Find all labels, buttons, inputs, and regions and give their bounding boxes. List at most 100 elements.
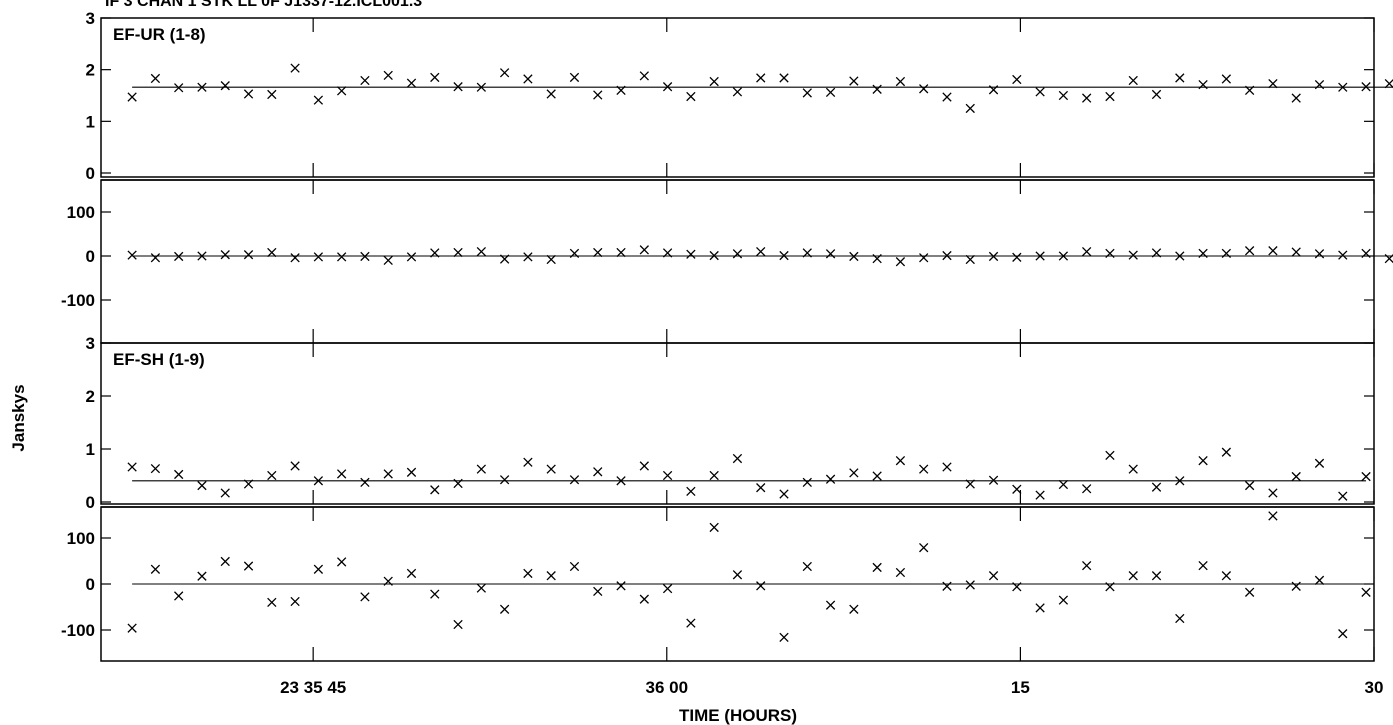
amplitude-point xyxy=(942,462,952,472)
amplitude-point xyxy=(523,457,533,467)
amplitude-point xyxy=(1244,480,1255,491)
amplitude-point xyxy=(1384,78,1393,89)
phase-point xyxy=(686,618,696,628)
phase-point xyxy=(1105,582,1115,592)
amplitude-point xyxy=(942,92,952,102)
amplitude-point xyxy=(709,76,719,87)
amplitude-point xyxy=(336,86,347,96)
phase-point xyxy=(1151,248,1162,258)
y-axis-label: Janskys xyxy=(9,384,28,451)
y-tick-label: -100 xyxy=(61,291,95,310)
amplitude-point xyxy=(220,488,230,498)
phase-point xyxy=(313,564,324,574)
phase-point xyxy=(1221,248,1232,259)
amplitude-point xyxy=(406,467,417,477)
phase-point xyxy=(965,254,975,265)
phase-point xyxy=(267,597,277,608)
amplitude-point xyxy=(383,70,393,81)
amplitude-point xyxy=(919,464,929,474)
amplitude-point xyxy=(220,81,230,91)
amplitude-point xyxy=(616,85,626,95)
phase-point xyxy=(779,250,789,261)
amplitude-point xyxy=(988,475,999,485)
y-tick-label: 100 xyxy=(67,529,95,548)
phase-point xyxy=(523,252,533,262)
amplitude-point xyxy=(150,463,161,474)
amplitude-point xyxy=(430,485,440,495)
phase-point xyxy=(523,568,533,579)
phase-point xyxy=(1244,587,1255,597)
y-tick-label: 0 xyxy=(86,575,95,594)
phase-point xyxy=(1151,571,1162,581)
amplitude-point xyxy=(872,84,882,94)
amplitude-point xyxy=(686,486,696,497)
phase-point xyxy=(616,247,626,258)
phase-point xyxy=(942,250,952,261)
amplitude-point xyxy=(197,480,207,491)
amplitude-point xyxy=(406,78,417,88)
amplitude-point xyxy=(1105,91,1115,102)
phase-point xyxy=(1361,248,1371,259)
amplitude-point xyxy=(1338,82,1348,92)
amplitude-point xyxy=(895,76,906,87)
phase-point xyxy=(453,619,463,630)
amplitude-point xyxy=(616,476,626,486)
phase-point xyxy=(872,253,882,264)
phase-point xyxy=(802,561,812,572)
amplitude-point xyxy=(593,90,603,100)
phase-point xyxy=(430,589,440,599)
phase-point xyxy=(1175,613,1185,624)
amplitude-point xyxy=(756,73,766,83)
y-tick-label: 1 xyxy=(86,112,95,131)
x-tick-label: 36 00 xyxy=(646,678,689,697)
amplitude-point xyxy=(1058,90,1069,101)
phase-point xyxy=(499,604,510,614)
amplitude-point xyxy=(1361,82,1371,92)
phase-point xyxy=(174,251,184,262)
amplitude-point xyxy=(197,82,207,92)
amplitude-point xyxy=(360,75,370,86)
phase-point xyxy=(174,591,184,601)
phase-point xyxy=(546,571,556,581)
amplitude-point xyxy=(895,456,906,466)
amplitude-point xyxy=(1291,471,1301,482)
y-tick-label: 0 xyxy=(86,493,95,512)
phase-point xyxy=(1338,250,1348,260)
amplitude-point xyxy=(290,63,300,73)
phase-point xyxy=(476,246,487,257)
amplitude-point xyxy=(1151,482,1162,492)
amplitude-point xyxy=(430,72,440,83)
phase-point xyxy=(709,522,719,533)
phase-point xyxy=(1105,248,1115,259)
amplitude-point xyxy=(1151,89,1162,100)
amplitude-point xyxy=(639,461,649,471)
amplitude-point xyxy=(802,477,812,488)
phase-point xyxy=(756,581,766,591)
phase-point xyxy=(127,623,137,633)
amplitude-point xyxy=(546,464,556,474)
amplitude-point xyxy=(988,85,999,95)
amplitude-point xyxy=(686,91,696,102)
phase-point xyxy=(872,562,882,573)
x-tick-label: 30 xyxy=(1365,678,1384,697)
amplitude-point xyxy=(1082,484,1092,494)
phase-point xyxy=(383,576,393,586)
amplitude-point xyxy=(267,470,277,481)
amplitude-point xyxy=(1244,85,1255,95)
amplitude-point xyxy=(849,76,859,86)
amplitude-point xyxy=(569,72,580,83)
phase-point xyxy=(1338,629,1348,639)
amplitude-point xyxy=(1338,491,1348,501)
amplitude-point xyxy=(849,468,859,478)
phase-point xyxy=(313,252,324,262)
y-tick-label: 3 xyxy=(86,9,95,28)
amplitude-point xyxy=(1012,484,1022,494)
phase-point xyxy=(639,594,649,604)
amplitude-point xyxy=(1012,74,1022,85)
phase-point xyxy=(383,255,393,266)
phase-point xyxy=(1198,560,1208,571)
phase-point xyxy=(290,596,300,607)
panel-frame xyxy=(100,342,1375,505)
amplitude-point xyxy=(1221,74,1232,84)
